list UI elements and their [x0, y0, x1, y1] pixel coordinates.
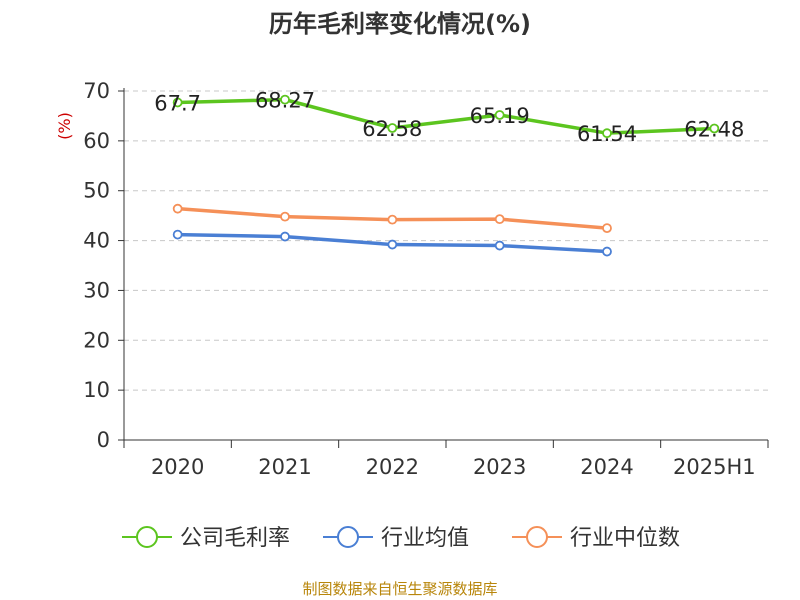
- data-point-2-2: [387, 214, 398, 225]
- data-point-1-4: [602, 246, 612, 257]
- y-tick-label-10: 10: [83, 378, 110, 402]
- data-point-1-2: [387, 239, 398, 250]
- x-tick-label-2025H1: 2025H1: [673, 455, 756, 479]
- y-tick-label-70: 70: [83, 79, 110, 103]
- data-point-0-1: [280, 94, 290, 105]
- data-point-1-0: [172, 229, 183, 240]
- data-point-0-2: [387, 123, 398, 133]
- data-point-2-1: [280, 211, 290, 222]
- grid-lines: [124, 90, 768, 391]
- legend: 公司毛利率 行业均值 行业中位数: [122, 526, 680, 551]
- legend-marker-2: [526, 526, 548, 548]
- legend-marker-1: [337, 526, 359, 548]
- series-line-0: [177, 97, 715, 135]
- legend-label-1: 行业均值: [381, 526, 469, 551]
- y-axis-label: (%): [55, 112, 74, 140]
- axes: 0 10 20 30 40 50 60 70 2020 2021 2022 2023 2024 2025H…: [83, 79, 769, 479]
- data-label-0-2: 62.58: [362, 117, 422, 141]
- y-tick-label-60: 60: [83, 129, 110, 153]
- data-label-0-4: 61.54: [577, 122, 637, 146]
- data-point-2-4: [602, 223, 612, 234]
- x-tick-label-2024: 2024: [580, 455, 633, 479]
- data-point-2-0: [172, 203, 183, 214]
- x-tick-label-2023: 2023: [473, 455, 526, 479]
- y-tick-label-20: 20: [83, 328, 110, 352]
- source-note: 制图数据来自恒生聚源数据库: [302, 580, 497, 598]
- data-labels: 67.7 68.27 62.58 65.19 61.54 62.48: [154, 89, 744, 147]
- data-point-0-5: [709, 123, 720, 134]
- data-point-0-4: [602, 128, 612, 139]
- x-tick-label-2022: 2022: [366, 455, 419, 479]
- data-label-0-0: 67.7: [154, 91, 201, 115]
- x-tick-label-2021: 2021: [258, 455, 311, 479]
- data-label-0-1: 68.27: [255, 89, 315, 113]
- data-label-0-5: 62.48: [684, 117, 744, 141]
- chart-title: 历年毛利率变化情况(%): [269, 10, 531, 38]
- data-point-2-3: [494, 214, 505, 225]
- y-tick-label-30: 30: [83, 278, 110, 302]
- x-tick-label-2020: 2020: [151, 455, 204, 479]
- legend-label-2: 行业中位数: [570, 526, 680, 551]
- data-point-0-0: [172, 97, 183, 108]
- legend-marker-0: [136, 526, 158, 548]
- series-group: [172, 94, 720, 257]
- data-point-1-3: [494, 240, 505, 251]
- data-label-0-3: 65.19: [470, 104, 530, 128]
- y-tick-label-40: 40: [83, 229, 110, 253]
- data-point-1-1: [280, 231, 290, 242]
- y-tick-label-0: 0: [97, 428, 110, 452]
- legend-label-0: 公司毛利率: [180, 526, 290, 551]
- y-tick-label-50: 50: [83, 179, 110, 203]
- data-point-0-3: [494, 110, 505, 120]
